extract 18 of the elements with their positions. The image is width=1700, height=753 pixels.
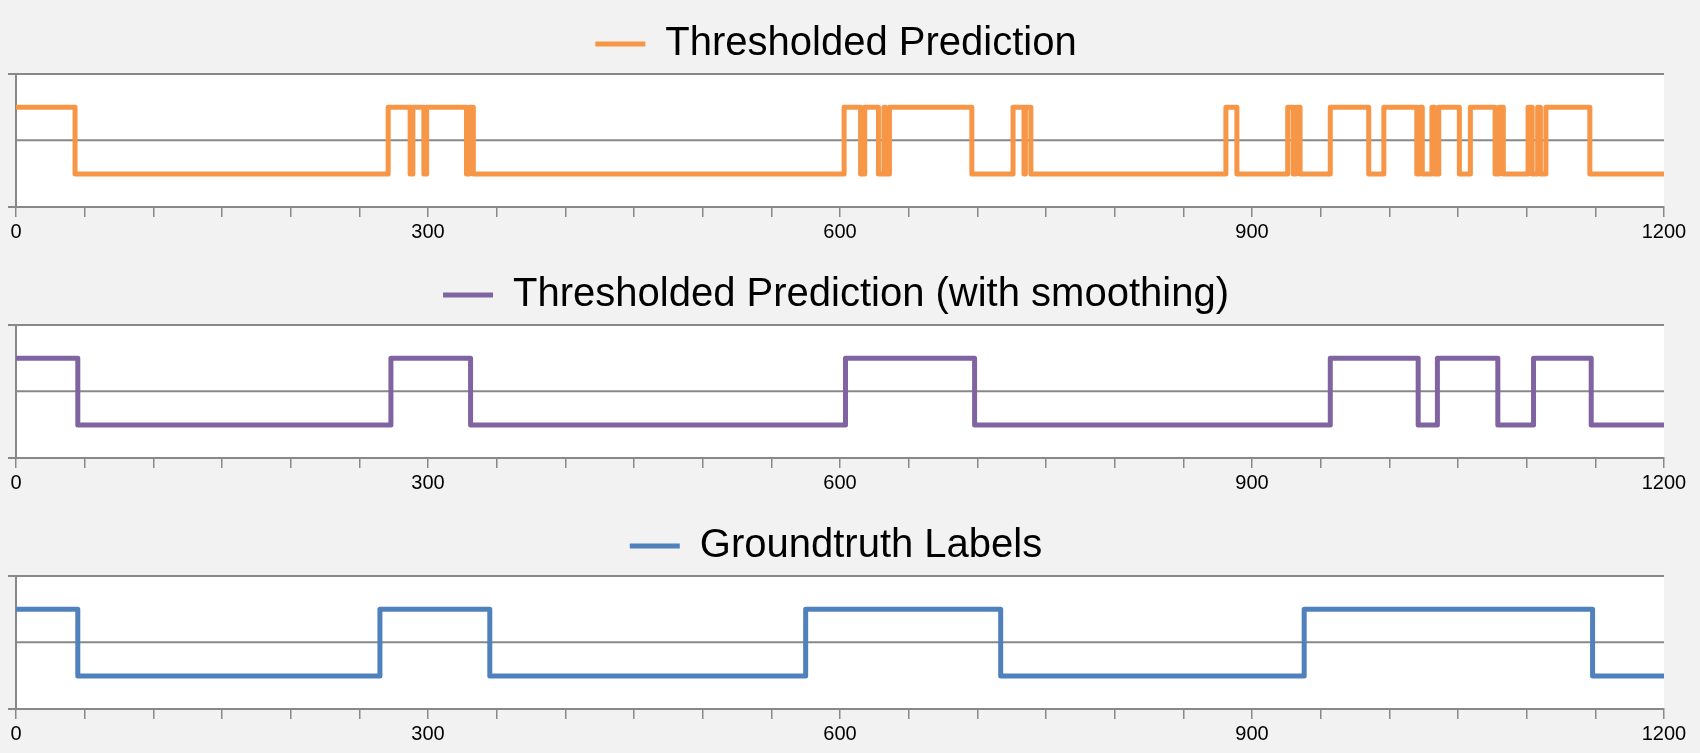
- x-tick-label: 900: [1235, 721, 1269, 744]
- legend-label: Thresholded Prediction (with smoothing): [513, 270, 1229, 315]
- x-tick-label: 0: [10, 470, 22, 493]
- legend-label: Thresholded Prediction: [665, 19, 1077, 64]
- x-tick-label: 0: [10, 721, 22, 744]
- x-tick-label: 1200: [1641, 219, 1687, 242]
- x-tick-label: 900: [1235, 470, 1269, 493]
- x-tick-label: 0: [10, 219, 22, 242]
- x-tick-label: 300: [411, 721, 445, 744]
- x-tick-label: 600: [823, 219, 857, 242]
- x-tick-label: 600: [823, 721, 857, 744]
- x-tick-label: 600: [823, 470, 857, 493]
- x-tick-label: 300: [411, 470, 445, 493]
- x-tick-label: 900: [1235, 219, 1269, 242]
- x-tick-label: 1200: [1641, 721, 1687, 744]
- x-tick-label: 1200: [1641, 470, 1687, 493]
- legend-label: Groundtruth Labels: [699, 521, 1043, 566]
- x-tick-label: 300: [411, 219, 445, 242]
